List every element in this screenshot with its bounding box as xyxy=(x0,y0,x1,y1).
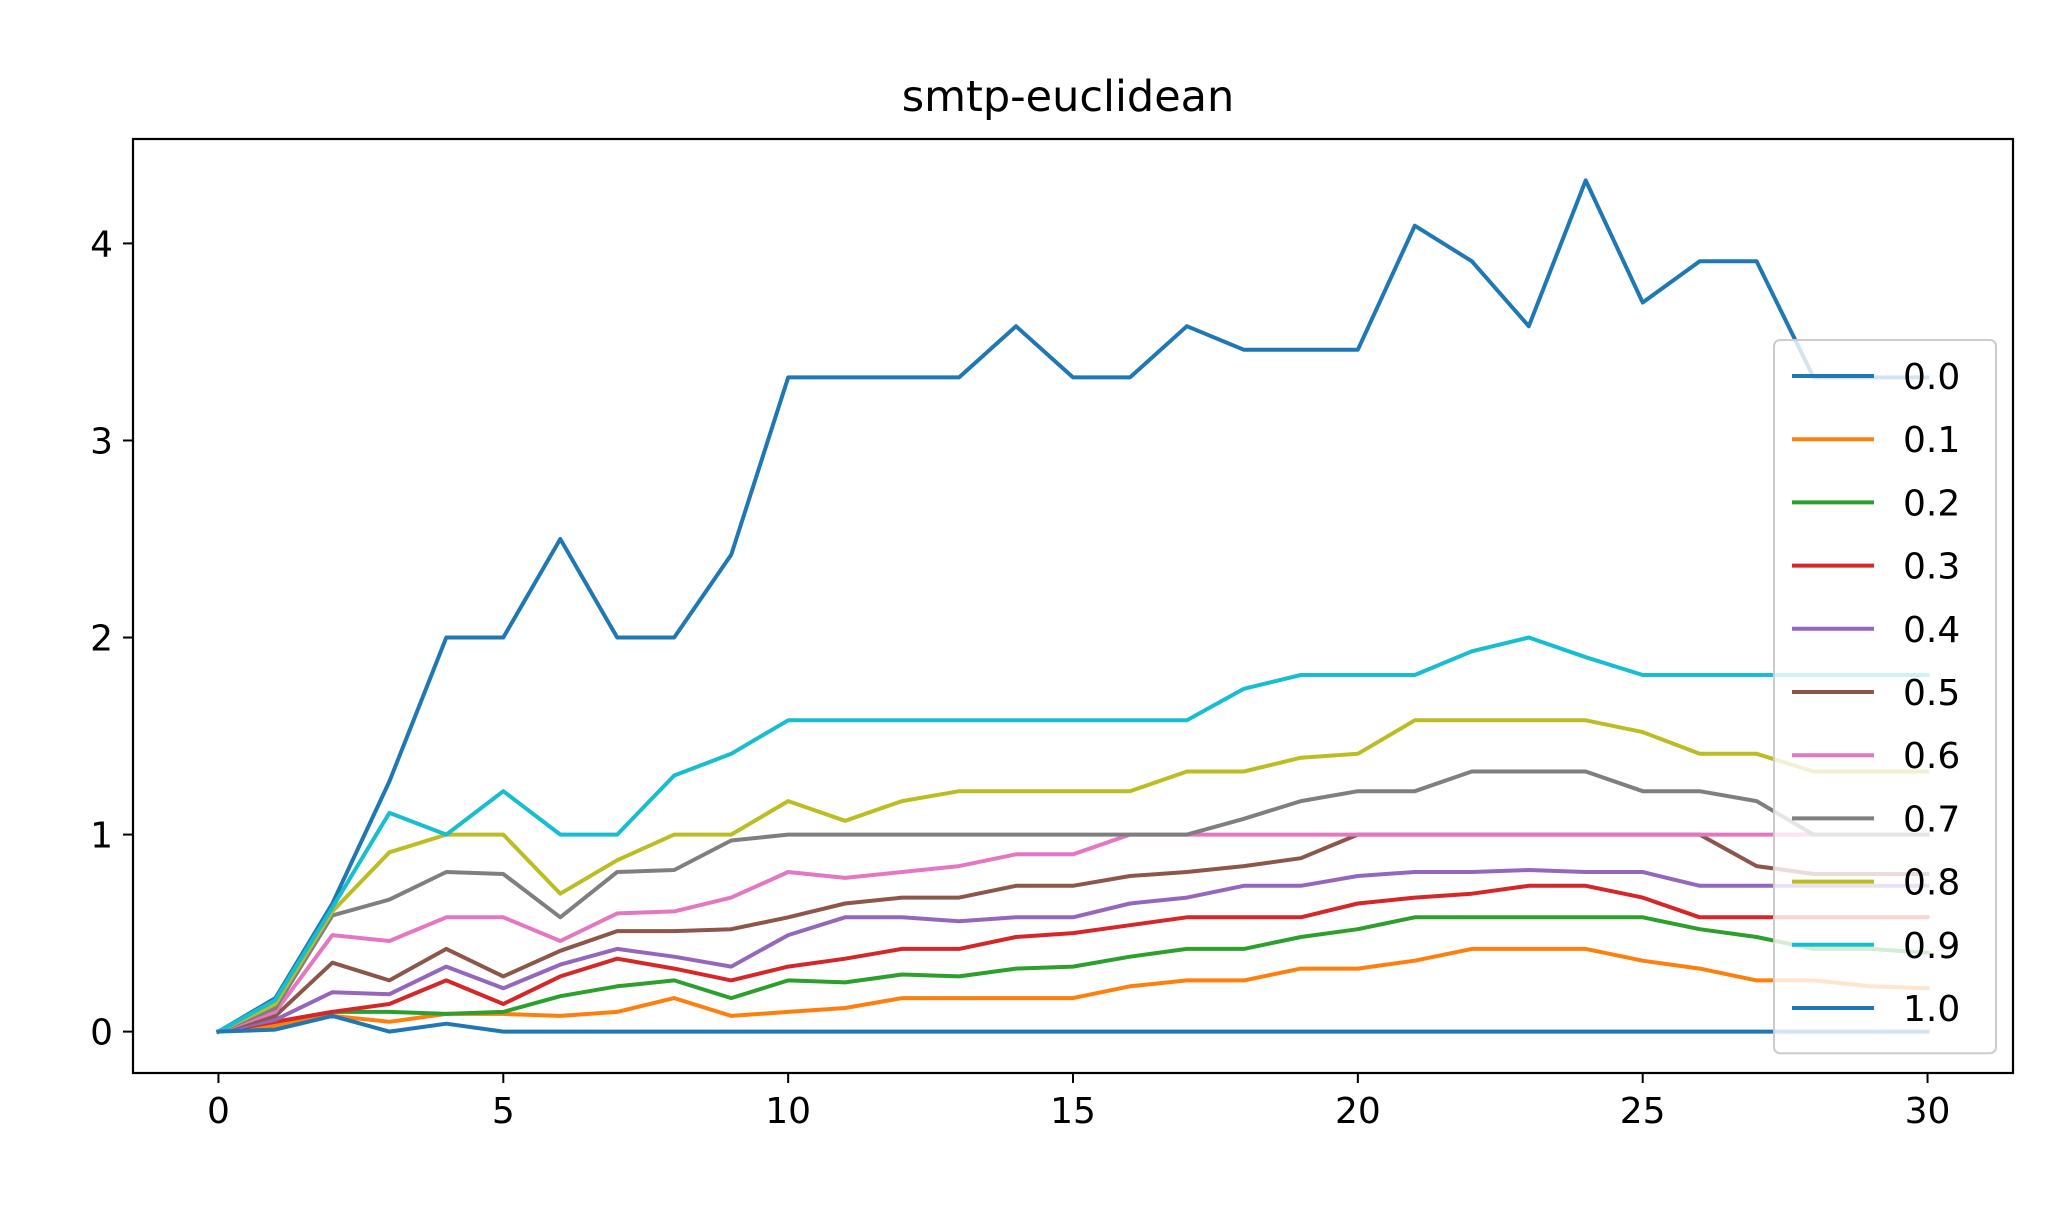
legend-label: 0.7 xyxy=(1903,799,1960,840)
series-line-0.7 xyxy=(215,769,1930,1035)
y-tick-label: 3 xyxy=(90,421,113,462)
x-tick-label: 5 xyxy=(492,1091,515,1132)
legend: 0.0 0.1 0.2 0.3 0.4 0.5 0.6 0.7 0.8 0.9 1.0 xyxy=(1773,339,1997,1055)
legend-label: 0.4 xyxy=(1903,610,1960,651)
series-line-0.3 xyxy=(216,883,1930,1034)
series-line-1.0 xyxy=(216,1013,1930,1034)
legend-label: 0.0 xyxy=(1903,357,1960,398)
legend-label: 0.6 xyxy=(1903,736,1960,777)
x-tick-label: 0 xyxy=(207,1091,230,1132)
y-tick-label: 0 xyxy=(90,1013,113,1054)
series-line-0.8 xyxy=(215,718,1930,1035)
x-tick-label: 10 xyxy=(765,1091,811,1132)
x-tick-label: 15 xyxy=(1050,1091,1096,1132)
x-axis: 0 5 10 15 20 25 30 xyxy=(207,1073,1950,1132)
legend-label: 0.3 xyxy=(1903,547,1960,588)
chart-title: smtp-euclidean xyxy=(902,72,1235,122)
y-axis: 0 1 2 3 4 xyxy=(90,224,133,1054)
x-tick-label: 25 xyxy=(1620,1091,1666,1132)
series-line-0.6 xyxy=(215,832,1930,1035)
series-line-0.0 xyxy=(215,178,1930,1035)
series-line-0.4 xyxy=(216,868,1930,1034)
legend-label: 0.2 xyxy=(1903,483,1960,524)
series-line-0.2 xyxy=(216,915,1930,1034)
y-tick-label: 2 xyxy=(90,619,113,660)
legend-label: 0.8 xyxy=(1903,863,1960,904)
legend-box xyxy=(1773,339,1997,1055)
x-tick-label: 30 xyxy=(1905,1091,1951,1132)
y-tick-label: 1 xyxy=(90,816,113,857)
legend-label: 1.0 xyxy=(1903,989,1960,1030)
legend-label: 0.1 xyxy=(1903,420,1960,461)
x-tick-label: 20 xyxy=(1335,1091,1381,1132)
series-line-0.9 xyxy=(215,635,1930,1035)
y-tick-label: 4 xyxy=(90,224,113,265)
legend-label: 0.5 xyxy=(1903,673,1960,714)
plot-area xyxy=(131,137,2015,1075)
legend-label: 0.9 xyxy=(1903,926,1960,967)
